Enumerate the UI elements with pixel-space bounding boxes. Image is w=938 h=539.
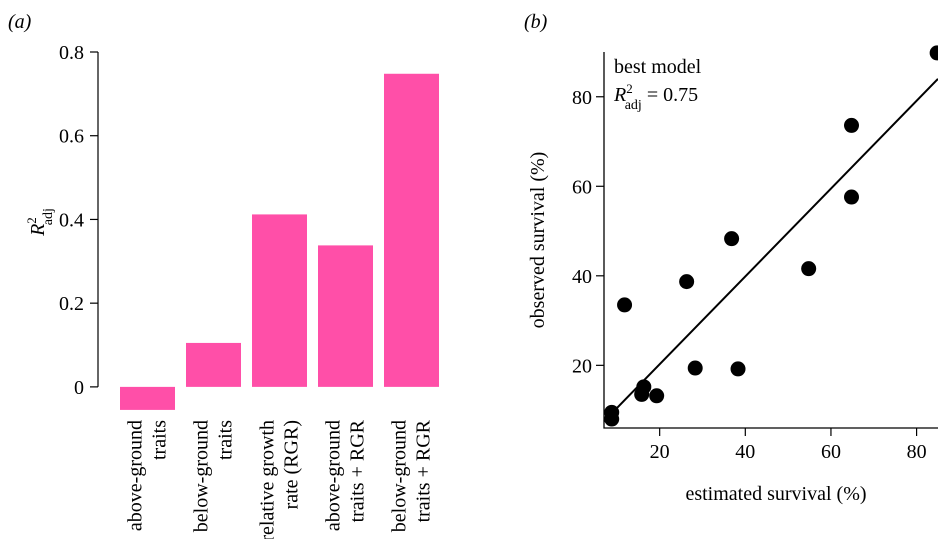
panel-a-y-axis-label-main: R xyxy=(27,224,49,237)
panel-b-y-axis-label: observed survival (%) xyxy=(527,152,549,329)
panel-a-bar xyxy=(186,342,241,387)
panel-a-category-label-line1: above-ground xyxy=(125,420,147,531)
panel-a-bar xyxy=(120,386,175,410)
panel-a-y-tick-label: 0.8 xyxy=(59,42,84,64)
panel-b-annotation: best model R2 adj = 0.75 xyxy=(613,56,702,113)
panel-b-axes xyxy=(603,52,938,429)
panel-a-bars xyxy=(120,73,439,410)
panel-b-x-tick-label: 20 xyxy=(650,441,670,463)
panel-b-point xyxy=(844,117,860,133)
panel-b-points xyxy=(604,45,938,427)
panel-a-label: (a) xyxy=(8,11,32,33)
panel-b-annotation-r-value: = 0.75 xyxy=(642,84,698,106)
panel-b-point xyxy=(617,297,633,313)
panel-b-point xyxy=(636,379,652,395)
panel-a-y-axis-label-sup: 2 xyxy=(24,217,39,224)
panel-a-category-label-line1: below-ground xyxy=(389,420,411,532)
panel-a-category-label-line2: traits + RGR xyxy=(413,419,435,522)
panel-a-category-label-line1: below-ground xyxy=(191,420,213,532)
panel-a-category-label-line1: above-ground xyxy=(323,420,345,531)
panel-a-y-ticks: 0 0.2 0.4 0.6 0.8 xyxy=(59,42,98,399)
panel-a-bar-chart: (a) 00.20.40.60.8 above-ground traits belo… xyxy=(8,11,439,539)
panel-a-category-label-line1: relative growth xyxy=(257,420,279,539)
panel-a-category-label-line2: traits xyxy=(149,420,171,460)
panel-b-scatter-plot: (b) 20 40 60 80 20 40 60 80 estimated survival … xyxy=(524,11,938,505)
panel-a-y-axis-label: R2 adj xyxy=(24,208,56,237)
panel-b-point xyxy=(929,45,938,61)
panel-b-annotation-r-main: R xyxy=(613,84,626,106)
panel-b-point xyxy=(679,274,695,290)
panel-a-category-label-line2: traits xyxy=(215,420,237,460)
panel-b-annotation-title: best model xyxy=(614,56,702,78)
panel-b-point xyxy=(604,411,620,427)
panel-b-y-tick-label: 20 xyxy=(572,355,592,377)
panel-b-axis-lines xyxy=(603,52,938,429)
panel-a-bar xyxy=(318,245,373,387)
panel-a-bar xyxy=(384,73,439,387)
panel-b-label: (b) xyxy=(524,11,548,33)
panel-b-x-axis-label: estimated survival (%) xyxy=(685,483,866,505)
panel-b-y-tick-label: 80 xyxy=(572,87,592,109)
panel-b-x-tick-label: 40 xyxy=(735,441,755,463)
panel-a-category-label: relative growth rate (RGR) xyxy=(257,420,303,539)
panel-b-x-tick-label: 60 xyxy=(821,441,841,463)
panel-b-point xyxy=(649,388,665,404)
panel-b-y-tick-label: 60 xyxy=(572,176,592,198)
panel-b-fit-line xyxy=(603,78,938,422)
panel-b-point xyxy=(730,361,746,377)
panel-b-fit-line-group xyxy=(603,78,938,422)
panel-b-annotation-r-sup: 2 xyxy=(626,81,633,96)
panel-b-ticks: 20 40 60 80 20 40 60 80 xyxy=(572,87,927,463)
panel-a-bar xyxy=(252,214,307,387)
panel-b-y-tick-label: 40 xyxy=(572,266,592,288)
panel-a-category-label: above-ground traits xyxy=(125,420,171,531)
panel-a-category-label-line2: rate (RGR) xyxy=(281,420,303,509)
panel-b-point xyxy=(687,360,703,376)
panel-b-x-tick-label: 80 xyxy=(907,441,927,463)
panel-a-category-label: below-ground traits + RGR xyxy=(389,419,435,532)
panel-a-y-tick-label: 0.4 xyxy=(59,209,84,231)
panel-a-y-axis-label-sub: adj xyxy=(41,208,56,225)
panel-a-y-tick-label: 0.2 xyxy=(59,293,84,315)
panel-a-category-label: above-ground traits + RGR xyxy=(323,419,369,531)
panel-b-annotation-r-sub: adj xyxy=(625,98,642,113)
panel-b-point xyxy=(844,189,860,205)
panel-a-y-tick-label: 0.6 xyxy=(59,126,84,148)
panel-a-category-label: below-ground traits xyxy=(191,420,237,532)
panel-a-category-labels: above-ground traits below-ground traits rela… xyxy=(125,419,435,539)
panel-b-point xyxy=(801,261,817,277)
panel-b-point xyxy=(724,231,740,247)
panel-a-category-label-line2: traits + RGR xyxy=(347,419,369,522)
panel-a-y-tick-label: 0 xyxy=(74,377,84,399)
panel-b-annotation-r2: R2 adj = 0.75 xyxy=(613,81,698,113)
